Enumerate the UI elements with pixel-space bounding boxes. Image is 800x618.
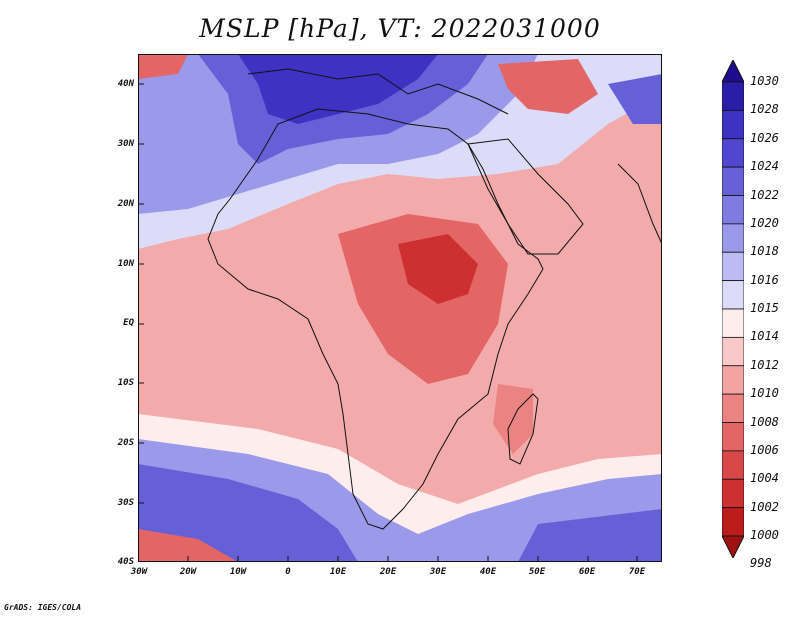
colorbar-label: 1008 xyxy=(750,414,779,429)
lon-label-10e: 10E xyxy=(329,567,347,577)
colorbar-top-arrow xyxy=(722,60,744,83)
colorbar xyxy=(722,60,744,558)
colorbar-cell xyxy=(722,280,744,310)
madagascar-outline xyxy=(507,393,539,465)
lat-label-20s: 20S xyxy=(117,438,134,448)
map-ticks xyxy=(138,83,638,562)
lon-label-70e: 70E xyxy=(628,567,646,577)
lat-label-10n: 10N xyxy=(117,259,134,269)
grads-credit: GrADS: IGES/COLA xyxy=(4,603,82,612)
colorbar-cell xyxy=(722,251,744,282)
colorbar-cell xyxy=(722,336,744,367)
colorbar-cell xyxy=(722,166,744,196)
colorbar-cell xyxy=(722,195,744,225)
lon-label-60e: 60E xyxy=(578,567,596,577)
colorbar-cell xyxy=(722,308,744,338)
field-africa-low-2 xyxy=(398,234,478,304)
colorbar-label: 1002 xyxy=(750,499,779,514)
colorbar-cell xyxy=(722,223,744,253)
colorbar-cell xyxy=(722,138,744,168)
field-south-high-2 xyxy=(138,464,358,562)
colorbar-label: 1030 xyxy=(750,74,779,88)
lon-label-0: 0 xyxy=(285,567,291,577)
colorbar-cell xyxy=(722,450,744,480)
lat-label-40s: 40S xyxy=(117,557,134,567)
lat-label-eq: EQ xyxy=(123,318,134,328)
lon-label-50e: 50E xyxy=(528,567,546,577)
colorbar-cell xyxy=(722,109,744,140)
lon-label-40e: 40E xyxy=(479,567,497,577)
field-nw-corner-low xyxy=(138,54,188,79)
lat-label-20n: 20N xyxy=(117,199,134,209)
colorbar-label: 1016 xyxy=(750,272,779,287)
europe-coastline xyxy=(247,68,509,115)
colorbar-cell xyxy=(722,507,744,537)
lon-label-20e: 20E xyxy=(379,567,397,577)
colorbar-label: 1006 xyxy=(750,442,779,457)
map-frame xyxy=(138,54,662,562)
lon-label-30w: 30W xyxy=(130,567,148,577)
field-south-atlantic-low xyxy=(138,529,238,562)
colorbar-label: 1012 xyxy=(750,357,779,372)
colorbar-label: 1018 xyxy=(750,244,779,259)
colorbar-label: 1000 xyxy=(750,528,779,542)
colorbar-label: 1026 xyxy=(750,130,779,145)
colorbar-bottom-arrow xyxy=(722,535,744,558)
colorbar-label: 1028 xyxy=(750,102,779,117)
lat-label-30s: 30S xyxy=(117,498,134,508)
mslp-map xyxy=(138,54,662,562)
india-coastline xyxy=(617,163,662,245)
map-title: MSLP [hPa], VT: 2022031000 xyxy=(199,14,601,43)
lon-label-10w: 10W xyxy=(229,567,247,577)
lon-label-20w: 20W xyxy=(179,567,197,577)
colorbar-label: 998 xyxy=(750,556,772,571)
field-north-high-4 xyxy=(238,54,438,124)
colorbar-label: 1014 xyxy=(750,329,779,344)
arabia-outline xyxy=(467,138,584,255)
field-sw-asia-low xyxy=(498,59,598,114)
field-asia-high xyxy=(608,74,662,124)
africa-coastline xyxy=(207,108,544,530)
colorbar-label: 1020 xyxy=(750,215,779,230)
colorbar-cell xyxy=(722,422,744,452)
lat-label-30n: 30N xyxy=(117,139,134,149)
colorbar-cell xyxy=(722,393,744,423)
colorbar-cell xyxy=(722,478,744,509)
lat-label-10s: 10S xyxy=(117,378,134,388)
colorbar-cell xyxy=(722,81,744,111)
lat-label-40n: 40N xyxy=(117,79,134,89)
colorbar-label: 1015 xyxy=(750,301,779,315)
colorbar-label: 1022 xyxy=(750,187,779,202)
colorbar-label: 1024 xyxy=(750,159,779,174)
colorbar-label: 1004 xyxy=(750,471,779,486)
lon-label-30e: 30E xyxy=(429,567,447,577)
field-south-high-3 xyxy=(518,509,662,562)
colorbar-label: 1010 xyxy=(750,386,779,401)
colorbar-cell xyxy=(722,365,744,395)
